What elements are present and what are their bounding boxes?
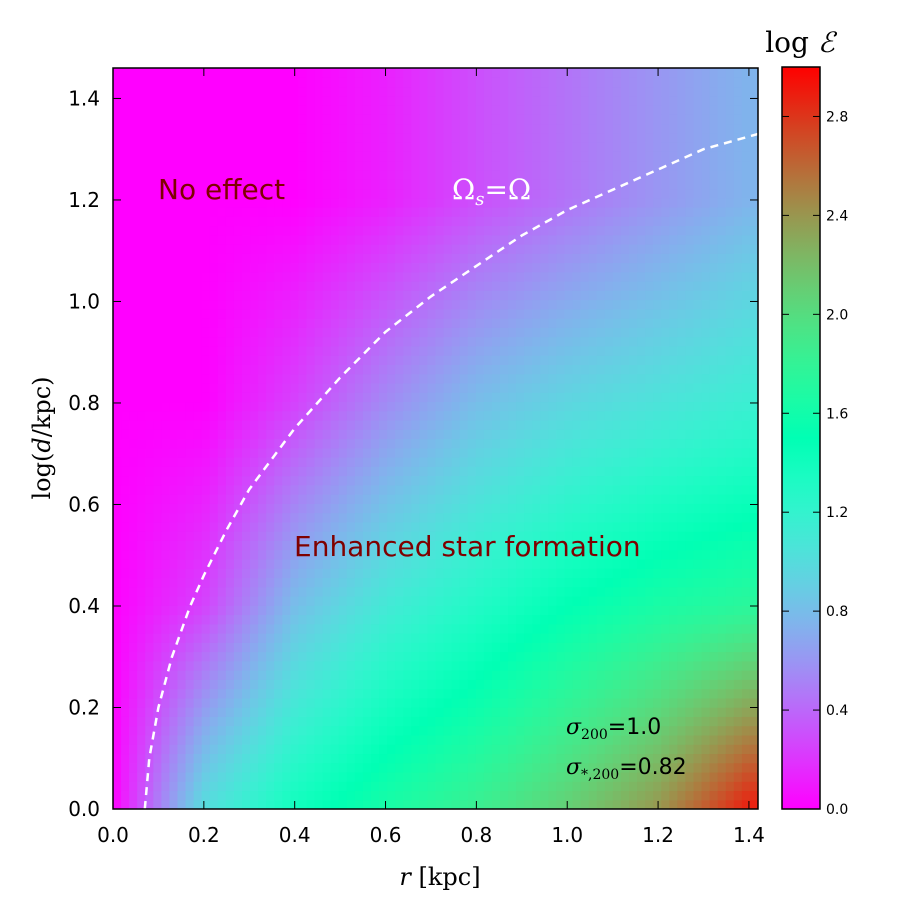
y-tick-label: 0.6: [68, 492, 100, 516]
x-tick-label: 0.2: [188, 823, 220, 847]
sigma-star-200-label: σ*,200=0.82: [566, 755, 687, 783]
x-tick-label: 1.0: [551, 823, 583, 847]
y-tick-label: 0.2: [68, 695, 100, 719]
sigma200-label: σ200=1.0: [566, 715, 661, 743]
colorbar: [781, 66, 821, 810]
y-tick-label: 1.4: [68, 86, 100, 110]
y-tick-label: 1.2: [68, 188, 100, 212]
y-tick-label: 0.4: [68, 594, 100, 618]
colorbar-tick-label: 2.0: [826, 307, 848, 323]
colorbar-tick-label: 2.4: [826, 208, 848, 224]
colorbar-tick-label: 2.8: [826, 109, 848, 125]
x-axis-label: r [kpc]: [399, 863, 480, 891]
x-tick-label: 0.6: [370, 823, 402, 847]
colorbar-title: log ℰ: [765, 26, 838, 59]
heatmap: [113, 68, 758, 809]
colorbar-tick-label: 1.2: [826, 505, 848, 521]
x-tick-label: 0.0: [97, 823, 129, 847]
y-axis-label: log(d/kpc): [28, 376, 56, 499]
y-axis-ticks: 0.0 0.2 0.4 0.6 0.8 1.0 1.2 1.4: [68, 86, 758, 821]
colorbar-tick-label: 1.6: [826, 406, 848, 422]
no-effect-label: No effect: [158, 173, 285, 206]
plot-frame: [112, 67, 759, 810]
x-tick-label: 1.2: [642, 823, 674, 847]
x-tick-label: 0.8: [460, 823, 492, 847]
x-axis-ticks: 0.0 0.2 0.4 0.6 0.8 1.0 1.2 1.4: [97, 68, 765, 847]
x-tick-label: 1.4: [733, 823, 765, 847]
colorbar-ticks: 0.0 0.4 0.8 1.2 1.6 2.0 2.4 2.8: [782, 109, 848, 818]
omega-boundary-curve: [143, 132, 758, 809]
enhanced-star-formation-label: Enhanced star formation: [294, 530, 641, 563]
colorbar-tick-label: 0.0: [826, 802, 848, 818]
y-tick-label: 0.8: [68, 391, 100, 415]
colorbar-tick-label: 0.4: [826, 703, 848, 719]
y-tick-label: 1.0: [68, 289, 100, 313]
omega-curve-label: Ωs=Ω: [452, 173, 531, 210]
colorbar-tick-label: 0.8: [826, 604, 848, 620]
y-tick-label: 0.0: [68, 797, 100, 821]
x-tick-label: 0.4: [279, 823, 311, 847]
